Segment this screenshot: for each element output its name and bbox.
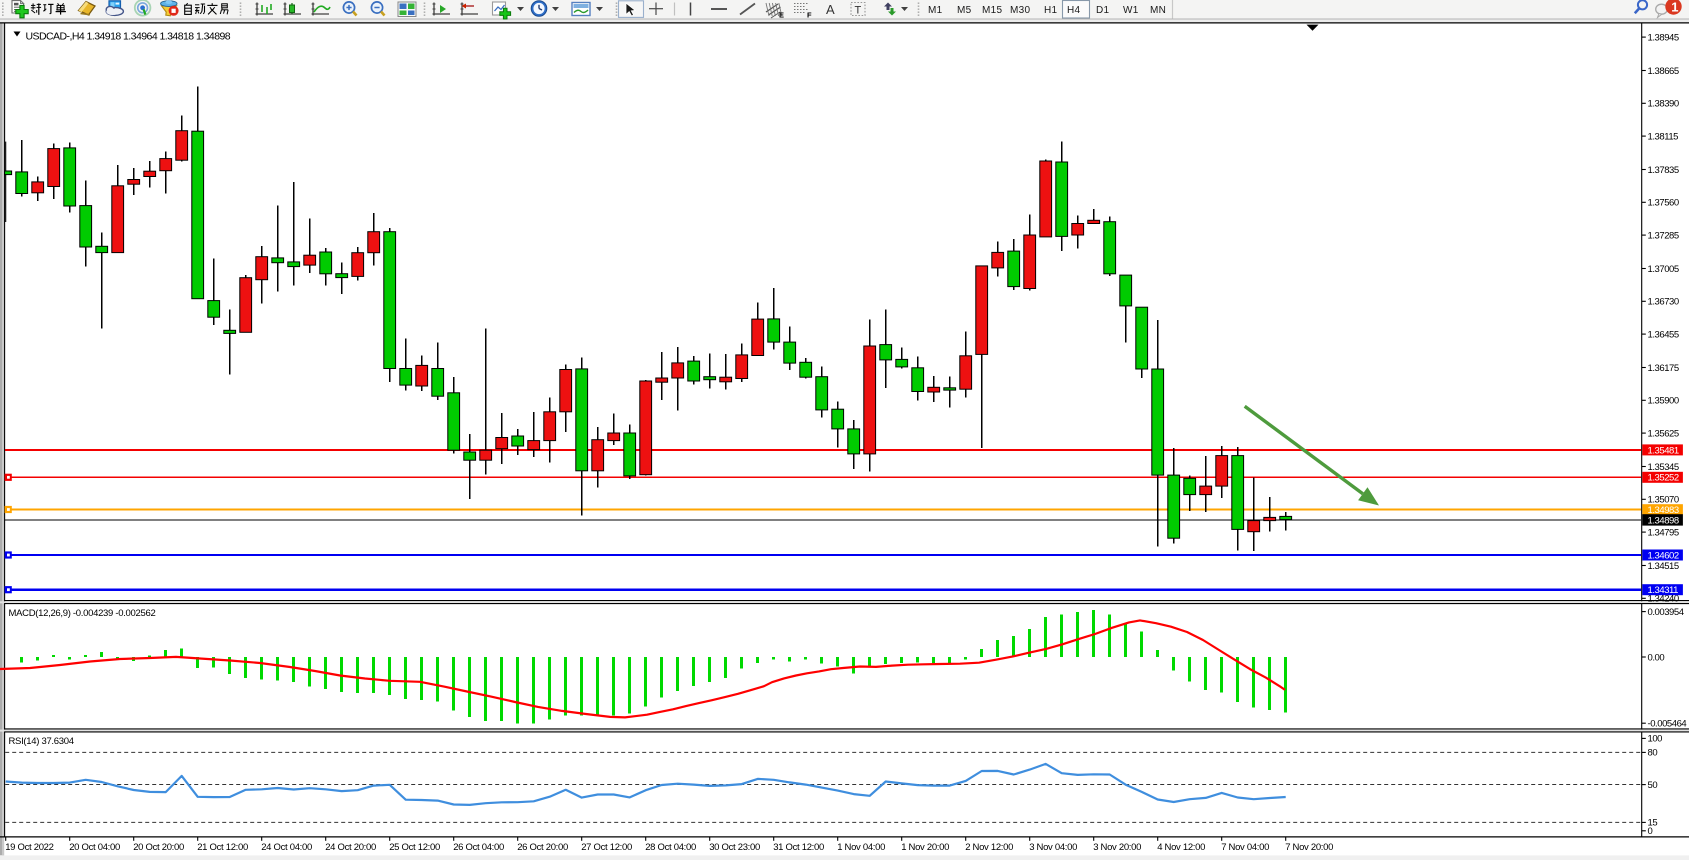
svg-text:20 Oct 04:00: 20 Oct 04:00 bbox=[69, 842, 120, 853]
svg-text:1.35070: 1.35070 bbox=[1648, 495, 1679, 506]
svg-text:1 Nov 20:00: 1 Nov 20:00 bbox=[901, 842, 949, 853]
svg-text:A: A bbox=[826, 2, 835, 17]
svg-text:0.003954: 0.003954 bbox=[1648, 607, 1684, 618]
svg-text:1.37285: 1.37285 bbox=[1648, 230, 1679, 241]
svg-text:3 Nov 04:00: 3 Nov 04:00 bbox=[1029, 842, 1077, 853]
svg-text:27 Oct 12:00: 27 Oct 12:00 bbox=[581, 842, 632, 853]
svg-text:26 Oct 20:00: 26 Oct 20:00 bbox=[517, 842, 568, 853]
svg-text:24 Oct 20:00: 24 Oct 20:00 bbox=[325, 842, 376, 853]
svg-text:1.36175: 1.36175 bbox=[1648, 363, 1679, 374]
svg-text:7 Nov 20:00: 7 Nov 20:00 bbox=[1285, 842, 1333, 853]
svg-text:19 Oct 2022: 19 Oct 2022 bbox=[5, 842, 53, 853]
svg-text:MACD(12,26,9) -0.004239 -0.002: MACD(12,26,9) -0.004239 -0.002562 bbox=[9, 608, 156, 619]
svg-text:1.38115: 1.38115 bbox=[1648, 131, 1679, 142]
svg-text:1.35481: 1.35481 bbox=[1648, 445, 1679, 456]
svg-text:3 Nov 20:00: 3 Nov 20:00 bbox=[1093, 842, 1141, 853]
svg-text:1.35900: 1.35900 bbox=[1648, 396, 1679, 407]
svg-text:1.37005: 1.37005 bbox=[1648, 264, 1679, 275]
svg-text:0: 0 bbox=[1648, 826, 1653, 837]
svg-text:T: T bbox=[855, 5, 862, 17]
svg-text:31 Oct 12:00: 31 Oct 12:00 bbox=[773, 842, 824, 853]
svg-text:1.34515: 1.34515 bbox=[1648, 561, 1679, 572]
svg-text:M5: M5 bbox=[957, 5, 972, 16]
svg-text:20 Oct 20:00: 20 Oct 20:00 bbox=[133, 842, 184, 853]
svg-text:M30: M30 bbox=[1010, 5, 1030, 16]
svg-text:1.35252: 1.35252 bbox=[1648, 473, 1679, 484]
svg-text:1.34311: 1.34311 bbox=[1648, 585, 1679, 596]
svg-text:1.38390: 1.38390 bbox=[1648, 99, 1679, 110]
svg-text:-0.005464: -0.005464 bbox=[1648, 719, 1687, 730]
svg-text:26 Oct 04:00: 26 Oct 04:00 bbox=[453, 842, 504, 853]
svg-text:1.34602: 1.34602 bbox=[1648, 550, 1679, 561]
svg-text:80: 80 bbox=[1648, 748, 1658, 759]
svg-text:30 Oct 23:00: 30 Oct 23:00 bbox=[709, 842, 760, 853]
svg-text:MN: MN bbox=[1150, 5, 1166, 16]
svg-text:28 Oct 04:00: 28 Oct 04:00 bbox=[645, 842, 696, 853]
svg-text:1: 1 bbox=[1671, 0, 1678, 14]
svg-text:25 Oct 12:00: 25 Oct 12:00 bbox=[389, 842, 440, 853]
svg-text:W1: W1 bbox=[1123, 5, 1139, 16]
svg-text:21 Oct 12:00: 21 Oct 12:00 bbox=[197, 842, 248, 853]
svg-text:F: F bbox=[807, 11, 812, 20]
svg-text:1.38665: 1.38665 bbox=[1648, 66, 1679, 77]
svg-text:1 Nov 04:00: 1 Nov 04:00 bbox=[837, 842, 885, 853]
svg-text:4 Nov 12:00: 4 Nov 12:00 bbox=[1157, 842, 1205, 853]
svg-text:1.35625: 1.35625 bbox=[1648, 428, 1679, 439]
svg-text:M15: M15 bbox=[982, 5, 1002, 16]
svg-text:RSI(14) 37.6304: RSI(14) 37.6304 bbox=[9, 736, 74, 747]
svg-text:1.38945: 1.38945 bbox=[1648, 32, 1679, 43]
svg-text:1.34240: 1.34240 bbox=[1648, 594, 1679, 605]
svg-text:1.37835: 1.37835 bbox=[1648, 165, 1679, 176]
svg-text:7 Nov 04:00: 7 Nov 04:00 bbox=[1221, 842, 1269, 853]
svg-text:USDCAD-,H4 1.34918 1.34964 1.: USDCAD-,H4 1.34918 1.34964 1.34818 1.348… bbox=[26, 31, 231, 43]
svg-text:100: 100 bbox=[1648, 734, 1663, 745]
svg-text:50: 50 bbox=[1648, 780, 1658, 791]
svg-text:1.36455: 1.36455 bbox=[1648, 329, 1679, 340]
svg-text:15: 15 bbox=[1648, 818, 1658, 829]
svg-text:1.37560: 1.37560 bbox=[1648, 198, 1679, 209]
svg-text:M1: M1 bbox=[928, 5, 943, 16]
svg-text:1.34795: 1.34795 bbox=[1648, 527, 1679, 538]
svg-text:1.34898: 1.34898 bbox=[1648, 515, 1679, 526]
svg-text:H1: H1 bbox=[1044, 5, 1058, 16]
svg-text:24 Oct 04:00: 24 Oct 04:00 bbox=[261, 842, 312, 853]
svg-text:E: E bbox=[779, 11, 784, 20]
svg-text:1.34983: 1.34983 bbox=[1648, 505, 1679, 516]
svg-text:1.36730: 1.36730 bbox=[1648, 297, 1679, 308]
svg-text:0.00: 0.00 bbox=[1648, 652, 1665, 663]
svg-text:1.35345: 1.35345 bbox=[1648, 462, 1679, 473]
svg-text:H4: H4 bbox=[1067, 5, 1081, 16]
svg-text:2 Nov 12:00: 2 Nov 12:00 bbox=[965, 842, 1013, 853]
svg-text:D1: D1 bbox=[1096, 5, 1110, 16]
